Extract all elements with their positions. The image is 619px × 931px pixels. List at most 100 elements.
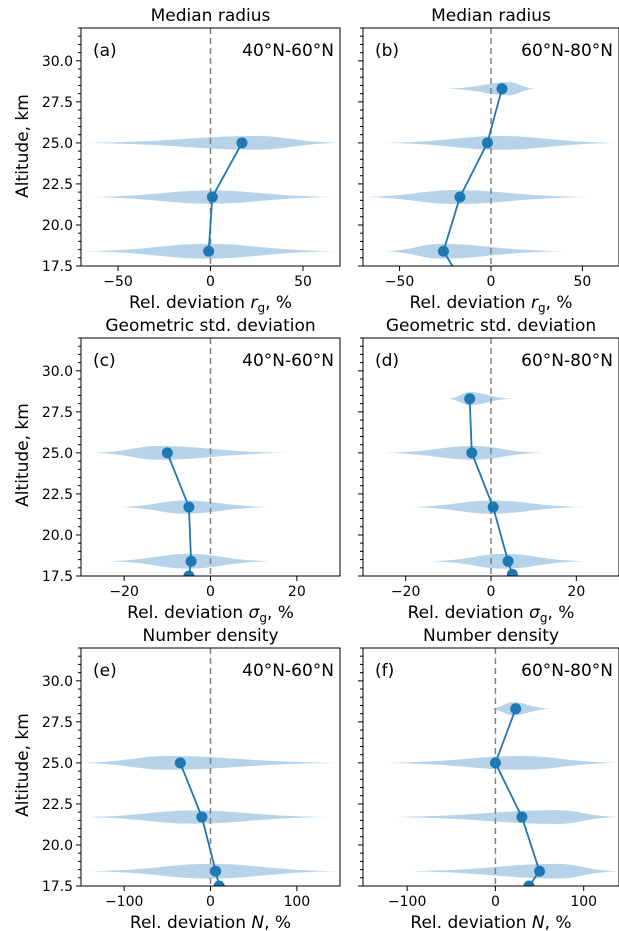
data-point-2 — [487, 501, 499, 513]
x-tick-label: −100 — [105, 894, 143, 910]
x-tick-label: −20 — [391, 584, 421, 600]
data-point-1 — [502, 555, 514, 567]
panel-c: 17.5 20.0 22.5 25.0 27.5 30.0 −20 0 20 Geometric … — [42, 316, 341, 625]
violin-1 — [389, 810, 619, 824]
panels: 17.5 20.0 22.5 25.0 27.5 30.0 −50 0 50 Median rad… — [42, 6, 619, 931]
x-axis-label-symbol: N — [532, 913, 545, 931]
x-axis-label-subscript: g — [540, 611, 548, 625]
data-point-1 — [185, 555, 197, 567]
x-tick-label: 0 — [206, 274, 215, 290]
x-axis-label-symbol: r — [531, 293, 539, 313]
violin-0 — [384, 243, 565, 259]
axes-frame — [362, 647, 619, 887]
data-point-4 — [464, 393, 476, 405]
panel-title: Geometric std. deviation — [386, 316, 596, 336]
panel-label: (a) — [93, 41, 117, 61]
x-axis-label-text: Rel. deviation — [130, 913, 251, 931]
y-tick-label: 20.0 — [42, 528, 73, 544]
x-axis-label: Rel. deviation N, % — [410, 913, 571, 931]
x-axis-label-unit: , % — [264, 913, 291, 931]
x-tick-label: 0 — [206, 584, 215, 600]
data-point-0 — [183, 570, 195, 576]
x-tick-label: 50 — [574, 274, 592, 290]
latitude-label: 40°N-60°N — [242, 351, 334, 371]
y-tick-label: 22.5 — [42, 797, 73, 813]
x-axis-label-unit: , % — [545, 913, 572, 931]
panel-d: −20 0 20 Geometric std. deviation (d) 60°N-80… — [358, 316, 619, 625]
data-point-0 — [523, 880, 535, 886]
x-axis-label-unit: , % — [267, 603, 294, 623]
x-tick-label: 50 — [294, 274, 312, 290]
y-tick-label: 25.0 — [42, 756, 73, 772]
plot-area — [93, 338, 289, 576]
violin-0 — [407, 863, 619, 879]
y-axis-label-middle: Altitude, km — [13, 403, 33, 507]
violin-2 — [385, 756, 619, 770]
x-tick-label: −50 — [103, 274, 133, 290]
x-axis-label-symbol: r — [250, 293, 258, 313]
x-axis-label-unit: , % — [547, 603, 574, 623]
y-tick-label: 22.5 — [42, 177, 73, 193]
panel-title: Median radius — [151, 6, 271, 26]
x-tick-label: −50 — [385, 274, 415, 290]
y-tick-label: 17.5 — [42, 569, 73, 585]
plot-area — [385, 648, 619, 886]
y-axis-label-top: Altitude, km — [13, 94, 33, 198]
panel-b: −50 0 50 Median radius (b) 60°N-80°N Rel. devi… — [358, 6, 619, 315]
series-line — [166, 452, 192, 576]
y-tick-label: 27.5 — [42, 715, 73, 731]
data-point-3 — [161, 447, 173, 459]
y-tick-label: 30.0 — [42, 54, 73, 70]
x-axis-label-unit: , % — [546, 293, 573, 313]
x-tick-label: −20 — [109, 584, 139, 600]
panel-e: 17.5 20.0 22.5 25.0 27.5 30.0 −100 0 100 Number d… — [42, 626, 341, 931]
x-axis-label-symbol: N — [251, 913, 264, 931]
data-point-3 — [174, 757, 186, 769]
data-point-4 — [510, 703, 522, 715]
y-tick-label: 22.5 — [42, 487, 73, 503]
y-tick-label: 20.0 — [42, 838, 73, 854]
y-axis-label-bottom: Altitude, km — [13, 713, 33, 817]
data-point-1 — [534, 865, 546, 877]
violin-2 — [93, 446, 289, 460]
latitude-label: 40°N-60°N — [242, 41, 334, 61]
x-axis-label: Rel. deviation N, % — [130, 913, 291, 931]
panel-label: (e) — [93, 661, 117, 681]
data-point-3 — [466, 447, 478, 459]
y-tick-label: 27.5 — [42, 405, 73, 421]
x-axis-label-symbol: σ — [249, 603, 261, 623]
panel-label: (c) — [93, 351, 116, 371]
x-axis-label-subscript: g — [257, 301, 265, 315]
latitude-label: 40°N-60°N — [242, 661, 334, 681]
y-tick-label: 20.0 — [42, 218, 73, 234]
violin-2 — [384, 446, 543, 460]
panel-title: Median radius — [431, 6, 551, 26]
x-axis-label-text: Rel. deviation — [127, 603, 248, 623]
y-tick-label: 30.0 — [42, 364, 73, 380]
panel-a: 17.5 20.0 22.5 25.0 27.5 30.0 −50 0 50 Median rad… — [42, 6, 341, 315]
data-point-2 — [183, 501, 195, 513]
data-point-0 — [203, 245, 215, 257]
data-point-4 — [496, 83, 508, 95]
x-axis-label: Rel. deviation σg, % — [127, 603, 294, 625]
panel-title: Number density — [142, 626, 278, 646]
latitude-label: 60°N-80°N — [521, 661, 613, 681]
panel-label: (f) — [375, 661, 394, 681]
panel-label: (d) — [375, 351, 399, 371]
data-point-2 — [516, 811, 528, 823]
data-point-2 — [454, 191, 466, 203]
violin-1 — [363, 190, 592, 204]
panel-label: (b) — [375, 41, 399, 61]
violin-2 — [384, 136, 619, 150]
x-axis-label-symbol: σ — [529, 603, 541, 623]
x-axis-label: Rel. deviation σg, % — [408, 603, 575, 625]
x-axis-label: Rel. deviation rg, % — [409, 293, 572, 315]
latitude-label: 60°N-80°N — [521, 41, 613, 61]
y-tick-label: 27.5 — [42, 95, 73, 111]
violin-3 — [448, 392, 513, 406]
data-point-1 — [206, 191, 218, 203]
y-tick-label: 30.0 — [42, 674, 73, 690]
data-point-3 — [489, 757, 501, 769]
x-tick-label: 100 — [283, 894, 310, 910]
